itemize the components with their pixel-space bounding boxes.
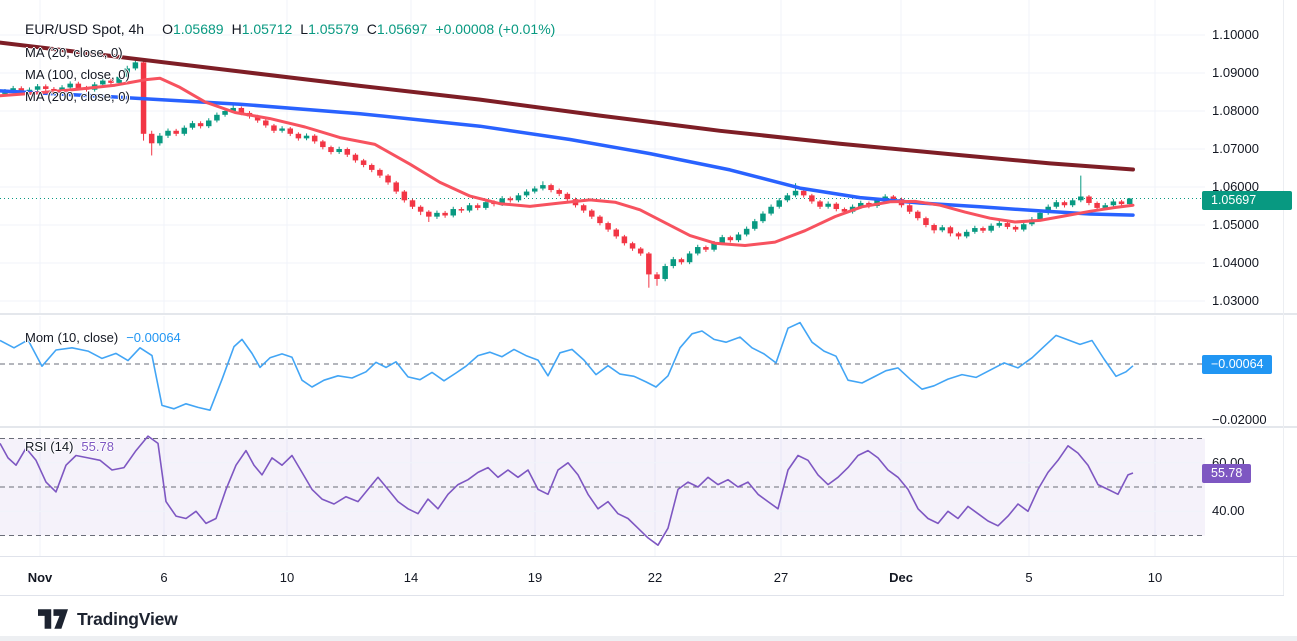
- time-axis-label: 5: [1025, 570, 1033, 585]
- change-value: +0.00008 (+0.01%): [435, 21, 556, 37]
- symbol-legend: EUR/USD Spot, 4h O1.05689 H1.05712 L1.05579…: [25, 21, 555, 37]
- price-axis[interactable]: 1.05697 −0.00064 55.78 1.10000 1.09000 1.0…: [1202, 0, 1297, 596]
- price-axis-label: 1.10000: [1212, 27, 1259, 42]
- footer: TradingView: [38, 605, 178, 633]
- time-axis[interactable]: Nov 6 10 14 19 22 27 Dec 5 10: [0, 556, 1205, 595]
- price-axis-label: 1.05000: [1212, 217, 1259, 232]
- time-axis-label: 10: [1147, 570, 1163, 585]
- time-axis-label: Dec: [889, 570, 913, 585]
- rsi-value-badge: 55.78: [1202, 464, 1252, 483]
- pane-separator[interactable]: [0, 426, 1297, 428]
- time-axis-label: Nov: [27, 570, 53, 585]
- time-axis-label: 14: [403, 570, 419, 585]
- chart-bottom-border: [0, 595, 1284, 596]
- price-axis-label: 1.07000: [1212, 141, 1259, 156]
- ma100-legend[interactable]: MA (100, close, 0): [25, 67, 130, 82]
- momentum-legend[interactable]: Mom (10, close) −0.00064: [25, 330, 181, 345]
- ma200-legend[interactable]: MA (200, close, 0): [25, 89, 130, 104]
- momentum-axis-label: −0.02000: [1212, 412, 1267, 427]
- time-axis-label: 27: [773, 570, 789, 585]
- time-axis-label: 19: [527, 570, 543, 585]
- axis-border: [1283, 0, 1284, 595]
- time-axis-label: 6: [160, 570, 168, 585]
- price-axis-label: 1.04000: [1212, 255, 1259, 270]
- momentum-value: −0.00064: [126, 330, 181, 345]
- price-axis-label: 1.06000: [1212, 179, 1259, 194]
- time-axis-border: [0, 556, 1297, 557]
- tradingview-logo[interactable]: TradingView: [38, 609, 178, 630]
- price-axis-label: 1.09000: [1212, 65, 1259, 80]
- last-price-badge: 1.05697: [1202, 191, 1292, 210]
- time-axis-label: 22: [647, 570, 663, 585]
- momentum-label: Mom (10, close): [25, 330, 119, 345]
- chart-canvas[interactable]: [0, 0, 1205, 596]
- symbol-title[interactable]: EUR/USD Spot, 4h: [25, 21, 145, 37]
- rsi-value: 55.78: [81, 439, 114, 454]
- price-axis-label: 1.08000: [1212, 103, 1259, 118]
- tradingview-logo-icon: [38, 609, 68, 629]
- price-axis-label: 1.03000: [1212, 293, 1259, 308]
- bottom-strip: [0, 636, 1297, 641]
- ma20-legend[interactable]: MA (20, close, 0): [25, 45, 123, 60]
- momentum-value-badge: −0.00064: [1202, 355, 1273, 374]
- rsi-label: RSI (14): [25, 439, 74, 454]
- rsi-axis-label: 40.00: [1212, 503, 1245, 519]
- time-axis-label: 10: [279, 570, 295, 585]
- tradingview-logo-text: TradingView: [77, 608, 178, 629]
- ohlc-values: O1.05689 H1.05712 L1.05579 C1.05697: [162, 21, 428, 37]
- pane-separator[interactable]: [0, 313, 1297, 315]
- rsi-legend[interactable]: RSI (14) 55.78: [25, 439, 114, 454]
